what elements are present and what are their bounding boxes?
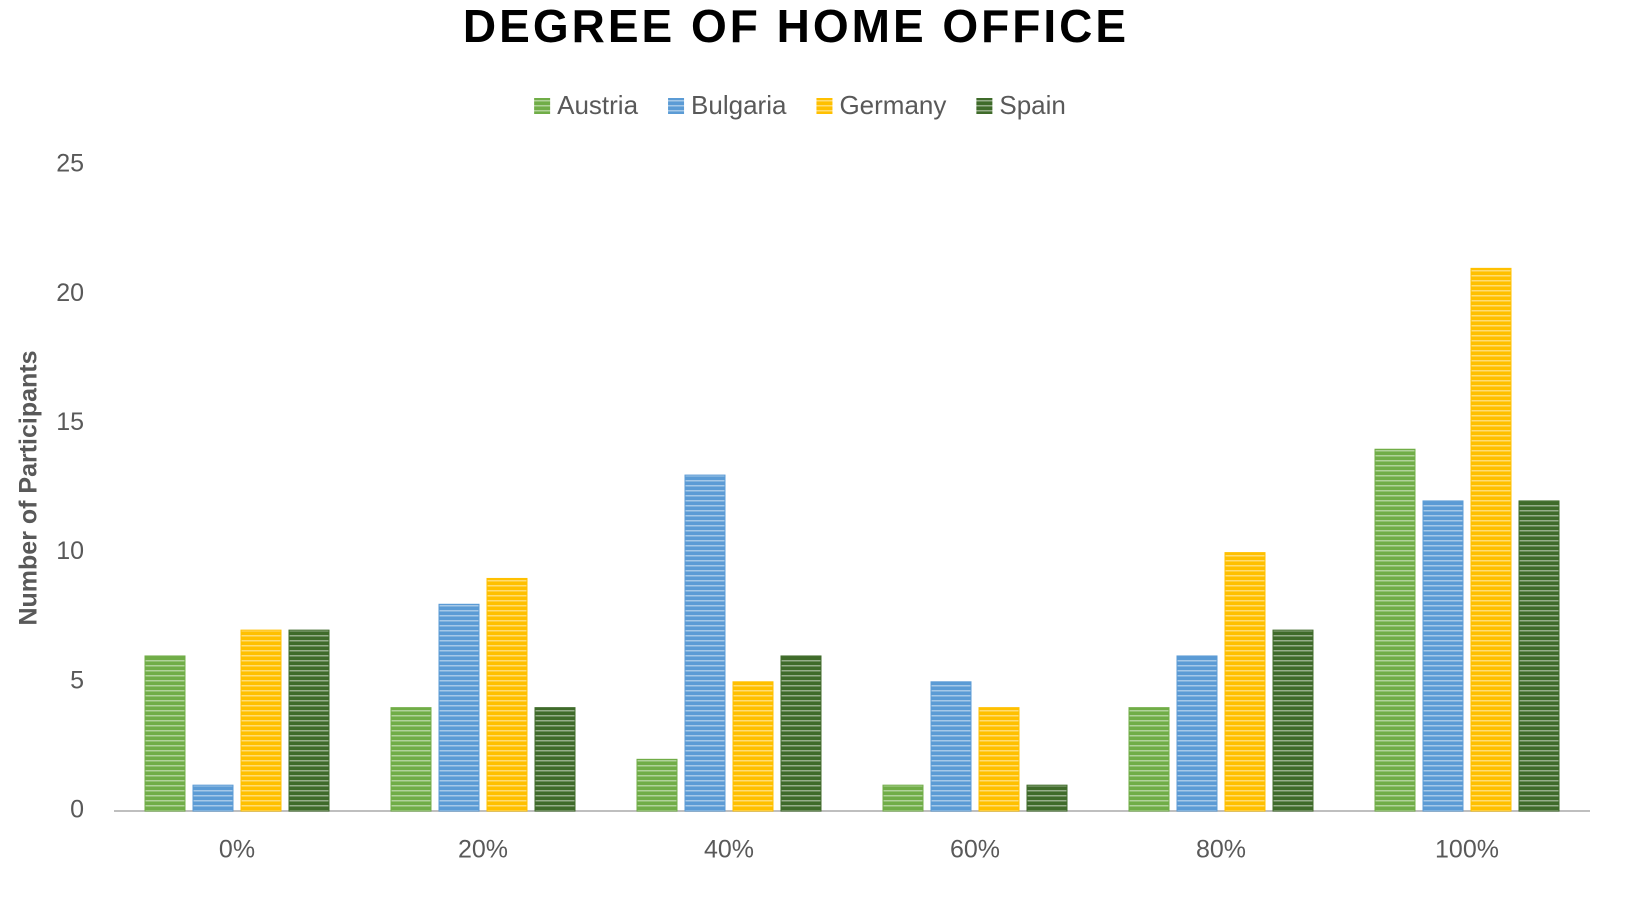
bar [144, 655, 186, 812]
legend-label: Austria [557, 90, 638, 120]
bar [1224, 552, 1266, 812]
legend-label: Germany [839, 90, 946, 120]
y-tick-label: 25 [56, 150, 84, 178]
x-tick-label: 40% [704, 836, 754, 864]
y-tick-label: 20 [56, 279, 84, 307]
bar [780, 655, 822, 812]
bar [240, 629, 282, 812]
bar [1128, 707, 1170, 812]
legend-swatch [534, 98, 551, 114]
bar [486, 577, 528, 812]
legend-label: Spain [999, 90, 1066, 120]
bar [288, 629, 330, 812]
x-tick-label: 60% [950, 836, 1000, 864]
bar [1470, 267, 1512, 812]
legend-swatch [976, 98, 993, 114]
bar [1176, 655, 1218, 812]
bar [1422, 500, 1464, 812]
x-tick-label: 80% [1196, 836, 1246, 864]
bar [1026, 784, 1068, 812]
legend-swatch [668, 98, 685, 114]
bar [390, 707, 432, 812]
bar [534, 707, 576, 812]
bar [636, 758, 678, 812]
bar [438, 603, 480, 812]
bar [1518, 500, 1560, 812]
x-tick-label: 20% [458, 836, 508, 864]
legend-swatch [816, 98, 833, 114]
bar [930, 681, 972, 812]
bar [978, 707, 1020, 812]
bar [1272, 629, 1314, 812]
x-tick-label: 100% [1435, 836, 1499, 864]
legend: Austria Bulgaria Germany Spain [534, 90, 1066, 120]
chart-title: DEGREE OF HOME OFFICE [463, 0, 1129, 52]
bar [732, 681, 774, 812]
bar [684, 474, 726, 812]
y-tick-label: 5 [70, 666, 84, 694]
bar [882, 784, 924, 812]
legend-label: Bulgaria [691, 90, 787, 120]
bar [1374, 448, 1416, 812]
bar [192, 784, 234, 812]
y-axis-label: Number of Participants [15, 350, 43, 625]
x-tick-label: 0% [219, 836, 255, 864]
y-tick-label: 15 [56, 408, 84, 436]
y-tick-label: 10 [56, 537, 84, 565]
y-tick-label: 0 [70, 796, 84, 824]
